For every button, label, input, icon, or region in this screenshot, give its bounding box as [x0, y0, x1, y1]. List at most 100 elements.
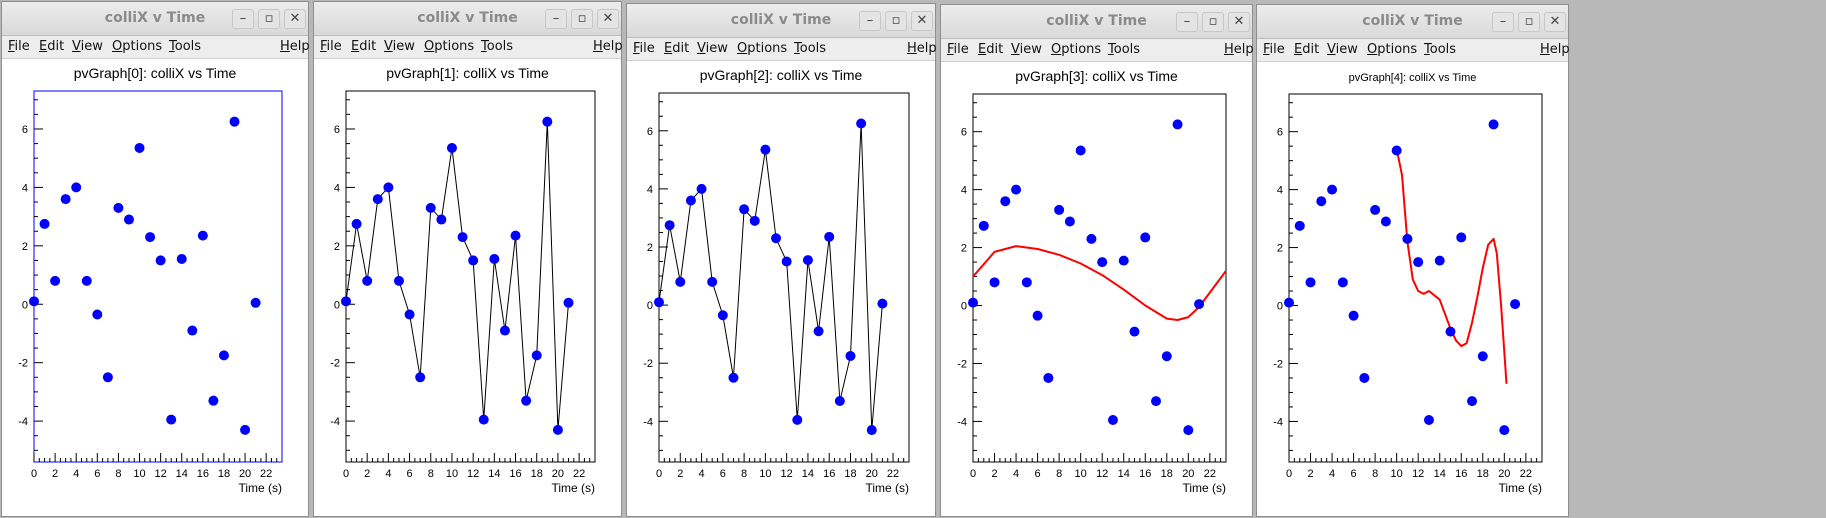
- data-point: [1284, 297, 1294, 308]
- close-button[interactable]: ✕: [1228, 12, 1250, 32]
- data-point: [92, 309, 103, 320]
- x-tick-label: 4: [73, 468, 79, 480]
- x-axis-label: Time (s): [238, 481, 282, 495]
- menu-item-view[interactable]: View: [1011, 42, 1042, 57]
- title-bar[interactable]: colliX v Time – ▫ ✕: [2, 2, 308, 36]
- menu-item-edit[interactable]: Edit: [664, 41, 690, 56]
- y-tick-label: -2: [18, 358, 28, 370]
- maximize-button[interactable]: ▫: [1518, 12, 1540, 32]
- menu-item-help[interactable]: Help: [907, 41, 937, 56]
- minimize-button[interactable]: –: [859, 11, 881, 31]
- title-bar[interactable]: colliX v Time – ▫ ✕: [941, 5, 1252, 39]
- menu-item-tools[interactable]: Tools: [169, 39, 202, 54]
- menu-item-options[interactable]: Options: [737, 41, 788, 56]
- menu-item-help[interactable]: Help: [593, 39, 623, 54]
- maximize-button[interactable]: ▫: [1202, 12, 1224, 32]
- x-tick-label: 14: [1118, 468, 1130, 480]
- data-point: [1075, 145, 1086, 156]
- plot-canvas[interactable]: pvGraph[1]: colliX vs Time -4 -2 0 2 4 6 0 2 4 6 8 1…: [314, 59, 621, 516]
- data-point: [341, 296, 351, 307]
- menu-item-tools[interactable]: Tools: [481, 39, 514, 54]
- minimize-button[interactable]: –: [1176, 12, 1198, 32]
- menu-item-view[interactable]: View: [1327, 42, 1358, 57]
- data-point: [229, 116, 240, 127]
- menu-item-help[interactable]: Help: [1540, 42, 1570, 57]
- close-button[interactable]: ✕: [597, 9, 619, 29]
- plot-canvas[interactable]: pvGraph[0]: colliX vs Time -4 -2 0 2 4 6 0 2 4 6 8 1…: [2, 59, 308, 516]
- menu-item-tools[interactable]: Tools: [794, 41, 827, 56]
- menu-item-tools[interactable]: Tools: [1108, 42, 1141, 57]
- x-tick-label: 0: [31, 468, 37, 480]
- menu-item-edit[interactable]: Edit: [351, 39, 377, 54]
- plot-canvas[interactable]: pvGraph[3]: colliX vs Time -4 -2 0 2 4 6 0 2 4 6 8 1…: [941, 62, 1252, 516]
- data-point: [436, 214, 447, 225]
- data-point: [50, 275, 61, 286]
- close-button[interactable]: ✕: [284, 9, 306, 29]
- window-title: colliX v Time: [417, 10, 518, 26]
- menu-item-options[interactable]: Options: [1051, 42, 1102, 57]
- data-point: [468, 255, 479, 266]
- menu-item-view[interactable]: View: [697, 41, 728, 56]
- plot-frame: [33, 90, 283, 463]
- menu-item-options[interactable]: Options: [112, 39, 163, 54]
- data-point: [1445, 326, 1456, 337]
- plot-canvas[interactable]: pvGraph[2]: colliX vs Time -4 -2 0 2 4 6 0 2 4 6 8 1…: [627, 61, 935, 516]
- menu-item-edit[interactable]: Edit: [1294, 42, 1320, 57]
- data-point: [989, 277, 1000, 288]
- x-tick-label: 12: [467, 468, 479, 480]
- graph-title: pvGraph[2]: colliX vs Time: [699, 67, 863, 83]
- plot-canvas[interactable]: pvGraph[4]: colliX vs Time -4 -2 0 2 4 6 0 2 4 6 8 1…: [1257, 62, 1568, 516]
- title-bar[interactable]: colliX v Time – ▫ ✕: [627, 4, 935, 38]
- menu-bar: File Edit View Options Tools Help: [2, 36, 310, 59]
- y-tick-label: 4: [22, 182, 28, 194]
- data-point: [1370, 204, 1381, 215]
- data-point: [29, 296, 39, 307]
- data-point: [834, 395, 845, 406]
- x-tick-label: 22: [1520, 468, 1532, 480]
- data-point: [240, 424, 251, 435]
- y-tick-label: 0: [1277, 301, 1283, 313]
- menu-item-file[interactable]: File: [633, 41, 655, 56]
- menu-item-file[interactable]: File: [947, 42, 969, 57]
- menu-item-options[interactable]: Options: [1367, 42, 1418, 57]
- y-tick-label: 2: [647, 242, 653, 254]
- minimize-button[interactable]: –: [1492, 12, 1514, 32]
- menu-item-help[interactable]: Help: [1224, 42, 1254, 57]
- menu-item-help[interactable]: Help: [280, 39, 310, 54]
- plot-frame: [345, 90, 596, 463]
- menu-item-options[interactable]: Options: [424, 39, 475, 54]
- menu-item-file[interactable]: File: [320, 39, 342, 54]
- data-point: [446, 142, 457, 153]
- data-point: [1434, 255, 1445, 266]
- menu-item-view[interactable]: View: [384, 39, 415, 54]
- data-point: [802, 255, 813, 266]
- data-point: [1194, 299, 1205, 310]
- title-bar[interactable]: colliX v Time – ▫ ✕: [314, 2, 621, 36]
- close-button[interactable]: ✕: [1544, 12, 1566, 32]
- x-tick-label: 14: [488, 468, 500, 480]
- x-tick-label: 2: [364, 468, 370, 480]
- menu-item-file[interactable]: File: [8, 39, 30, 54]
- data-point: [739, 204, 750, 215]
- data-point: [845, 350, 856, 361]
- maximize-button[interactable]: ▫: [258, 9, 280, 29]
- menu-item-tools[interactable]: Tools: [1424, 42, 1457, 57]
- minimize-button[interactable]: –: [545, 9, 567, 29]
- menu-item-edit[interactable]: Edit: [39, 39, 65, 54]
- minimize-button[interactable]: –: [232, 9, 254, 29]
- data-point: [1172, 119, 1183, 130]
- maximize-button[interactable]: ▫: [885, 11, 907, 31]
- y-tick-label: 0: [647, 300, 653, 312]
- x-tick-label: 2: [1307, 468, 1313, 480]
- data-point: [1456, 232, 1467, 243]
- menu-item-view[interactable]: View: [72, 39, 103, 54]
- x-tick-label: 10: [446, 468, 458, 480]
- maximize-button[interactable]: ▫: [571, 9, 593, 29]
- close-button[interactable]: ✕: [911, 11, 933, 31]
- data-point: [728, 372, 739, 383]
- menu-item-file[interactable]: File: [1263, 42, 1285, 57]
- title-bar[interactable]: colliX v Time – ▫ ✕: [1257, 5, 1568, 39]
- y-tick-label: -4: [18, 416, 28, 428]
- menu-item-edit[interactable]: Edit: [978, 42, 1004, 57]
